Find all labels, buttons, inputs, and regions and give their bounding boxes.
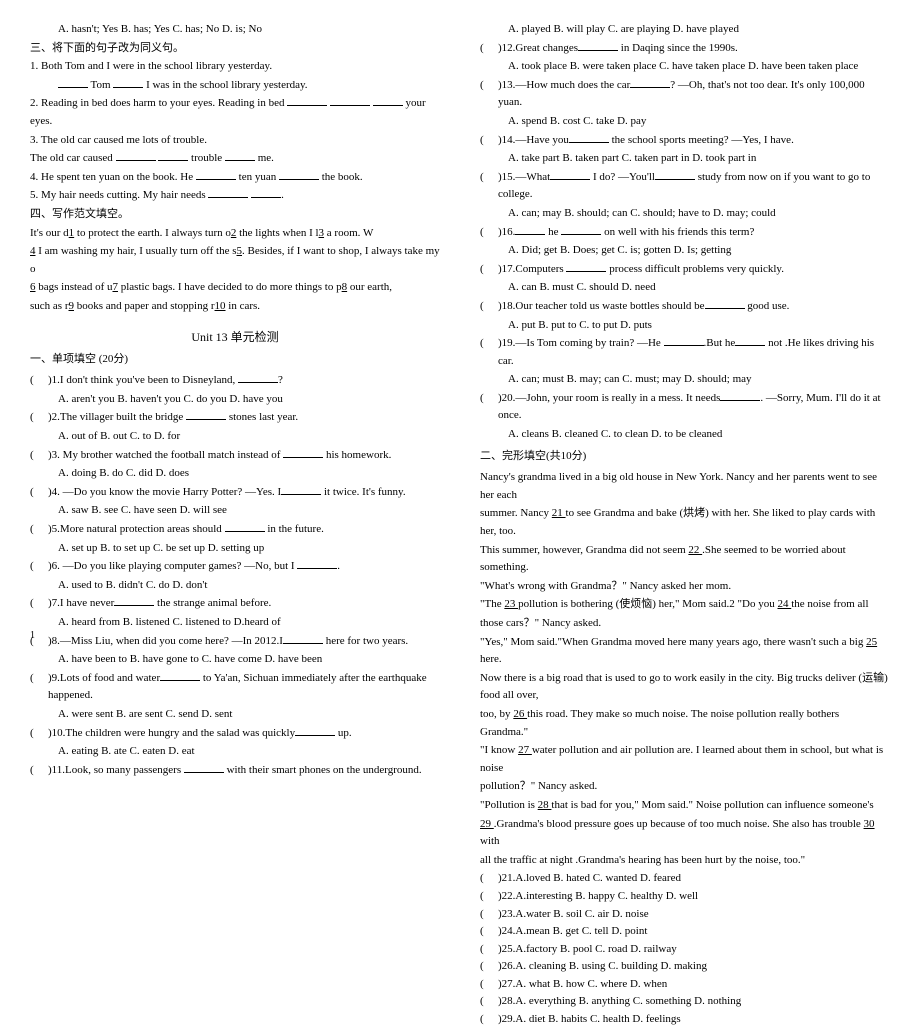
s3: 3. The old car caused me lots of trouble…: [30, 132, 440, 150]
part1-title: 一、单项填空 (20分): [30, 351, 440, 369]
q14: ()14.—Have you the school sports meeting…: [480, 132, 890, 150]
p1: It's our d1 to protect the earth. I alwa…: [30, 225, 440, 243]
top-options: A. hasn't; Yes B. has; Yes C. has; No D.…: [30, 21, 440, 39]
q13: ()13.—How much does the car? —Oh, that's…: [480, 77, 890, 112]
o27: ()27.A. what B. how C. where D. when: [480, 976, 890, 994]
q12: ()12.Great changes in Daqing since the 1…: [480, 40, 890, 58]
s1b: Tom I was in the school library yesterda…: [30, 77, 440, 95]
o24: ()24.A.mean B. get C. tell D. point: [480, 923, 890, 941]
q7-opts: A. heard from B. listened C. listened to…: [30, 614, 440, 632]
q8-opts: A. have been to B. have gone to C. have …: [30, 651, 440, 669]
p4: such as r9 books and paper and stopping …: [30, 298, 440, 316]
o23: ()23.A.water B. soil C. air D. noise: [480, 906, 890, 924]
q4: ()4. —Do you know the movie Harry Potter…: [30, 484, 440, 502]
p2: 4 I am washing my hair, I usually turn o…: [30, 243, 440, 278]
q12-opts: A. took place B. were taken place C. hav…: [480, 58, 890, 76]
o26: ()26.A. cleaning B. using C. building D.…: [480, 958, 890, 976]
cp6: those cars？" Nancy asked.: [480, 615, 890, 633]
s1a: 1. Both Tom and I were in the school lib…: [30, 58, 440, 76]
q16: ()16. he on well with his friends this t…: [480, 224, 890, 242]
q3-opts: A. doing B. do C. did D. does: [30, 465, 440, 483]
q18-opts: A. put B. put to C. to put D. puts: [480, 317, 890, 335]
unit-title: Unit 13 单元检测: [30, 328, 440, 347]
q7: ()7.I have never the strange animal befo…: [30, 595, 440, 613]
left-column: A. hasn't; Yes B. has; Yes C. has; No D.…: [30, 20, 440, 630]
q11-opts: A. played B. will play C. are playing D.…: [480, 21, 890, 39]
q19: ()19.—Is Tom coming by train? —He .But h…: [480, 335, 890, 370]
o25: ()25.A.factory B. pool C. road D. railwa…: [480, 941, 890, 959]
o29: ()29.A. diet B. habits C. health D. feel…: [480, 1011, 890, 1029]
p3: 6 bags instead of u7 plastic bags. I hav…: [30, 279, 440, 297]
section-4-header: 四、写作范文填空。: [30, 206, 440, 224]
q19-opts: A. can; must B. may; can C. must; may D.…: [480, 371, 890, 389]
q2: ()2.The villager built the bridge stones…: [30, 409, 440, 427]
q14-opts: A. take part B. taken part C. taken part…: [480, 150, 890, 168]
q16-opts: A. Did; get B. Does; get C. is; gotten D…: [480, 242, 890, 260]
q20: ()20.—John, your room is really in a mes…: [480, 390, 890, 425]
o22: ()22.A.interesting B. happy C. healthy D…: [480, 888, 890, 906]
s3b: The old car caused trouble me.: [30, 150, 440, 168]
q4-opts: A. saw B. see C. have seen D. will see: [30, 502, 440, 520]
q8: ()8.—Miss Liu, when did you come here? —…: [30, 633, 440, 651]
cp8: Now there is a big road that is used to …: [480, 670, 890, 705]
cp3: This summer, however, Grandma did not se…: [480, 542, 890, 577]
q5-opts: A. set up B. to set up C. be set up D. s…: [30, 540, 440, 558]
q1-opts: A. aren't you B. haven't you C. do you D…: [30, 391, 440, 409]
q17: ()17.Computers process difficult problem…: [480, 261, 890, 279]
q6-opts: A. used to B. didn't C. do D. don't: [30, 577, 440, 595]
cp11: pollution？" Nancy asked.: [480, 778, 890, 796]
q18: ()18.Our teacher told us waste bottles s…: [480, 298, 890, 316]
q1: ()1.I don't think you've been to Disneyl…: [30, 372, 440, 390]
q6: ()6. —Do you like playing computer games…: [30, 558, 440, 576]
cp9: too, by 26 this road. They make so much …: [480, 706, 890, 741]
q20-opts: A. cleans B. cleaned C. to clean D. to b…: [480, 426, 890, 444]
q10-opts: A. eating B. ate C. eaten D. eat: [30, 743, 440, 761]
q5: ()5.More natural protection areas should…: [30, 521, 440, 539]
section-3-header: 三、将下面的句子改为同义句。: [30, 40, 440, 58]
right-column: A. played B. will play C. are playing D.…: [480, 20, 890, 630]
cp1: Nancy's grandma lived in a big old house…: [480, 469, 890, 504]
cp2: summer. Nancy 21 to see Grandma and bake…: [480, 505, 890, 540]
cp12: "Pollution is 28 that is bad for you," M…: [480, 797, 890, 815]
cp14: all the traffic at night .Grandma's hear…: [480, 852, 890, 870]
q10: ()10.The children were hungry and the sa…: [30, 725, 440, 743]
q11: ()11.Look, so many passengers with their…: [30, 762, 440, 780]
q9-opts: A. were sent B. are sent C. send D. sent: [30, 706, 440, 724]
s5: 5. My hair needs cutting. My hair needs …: [30, 187, 440, 205]
part2-title: 二、完形填空(共10分): [480, 448, 890, 466]
page-number: 1: [30, 628, 35, 644]
cp7: "Yes," Mom said."When Grandma moved here…: [480, 634, 890, 669]
q15: ()15.—What I do? —You'll study from now …: [480, 169, 890, 204]
q15-opts: A. can; may B. should; can C. should; ha…: [480, 205, 890, 223]
q3: ()3. My brother watched the football mat…: [30, 447, 440, 465]
cp10: "I know 27 water pollution and air pollu…: [480, 742, 890, 777]
q2-opts: A. out of B. out C. to D. for: [30, 428, 440, 446]
q17-opts: A. can B. must C. should D. need: [480, 279, 890, 297]
o21: ()21.A.loved B. hated C. wanted D. feare…: [480, 870, 890, 888]
q9: ()9.Lots of food and water to Ya'an, Sic…: [30, 670, 440, 705]
cp5: "The 23 pollution is bothering (使烦恼) her…: [480, 596, 890, 614]
q13-opts: A. spend B. cost C. take D. pay: [480, 113, 890, 131]
s2: 2. Reading in bed does harm to your eyes…: [30, 95, 440, 130]
cp4: "What's wrong with Grandma？" Nancy asked…: [480, 578, 890, 596]
o28: ()28.A. everything B. anything C. someth…: [480, 993, 890, 1011]
cp13: 29 .Grandma's blood pressure goes up bec…: [480, 816, 890, 851]
s4: 4. He spent ten yuan on the book. He ten…: [30, 169, 440, 187]
